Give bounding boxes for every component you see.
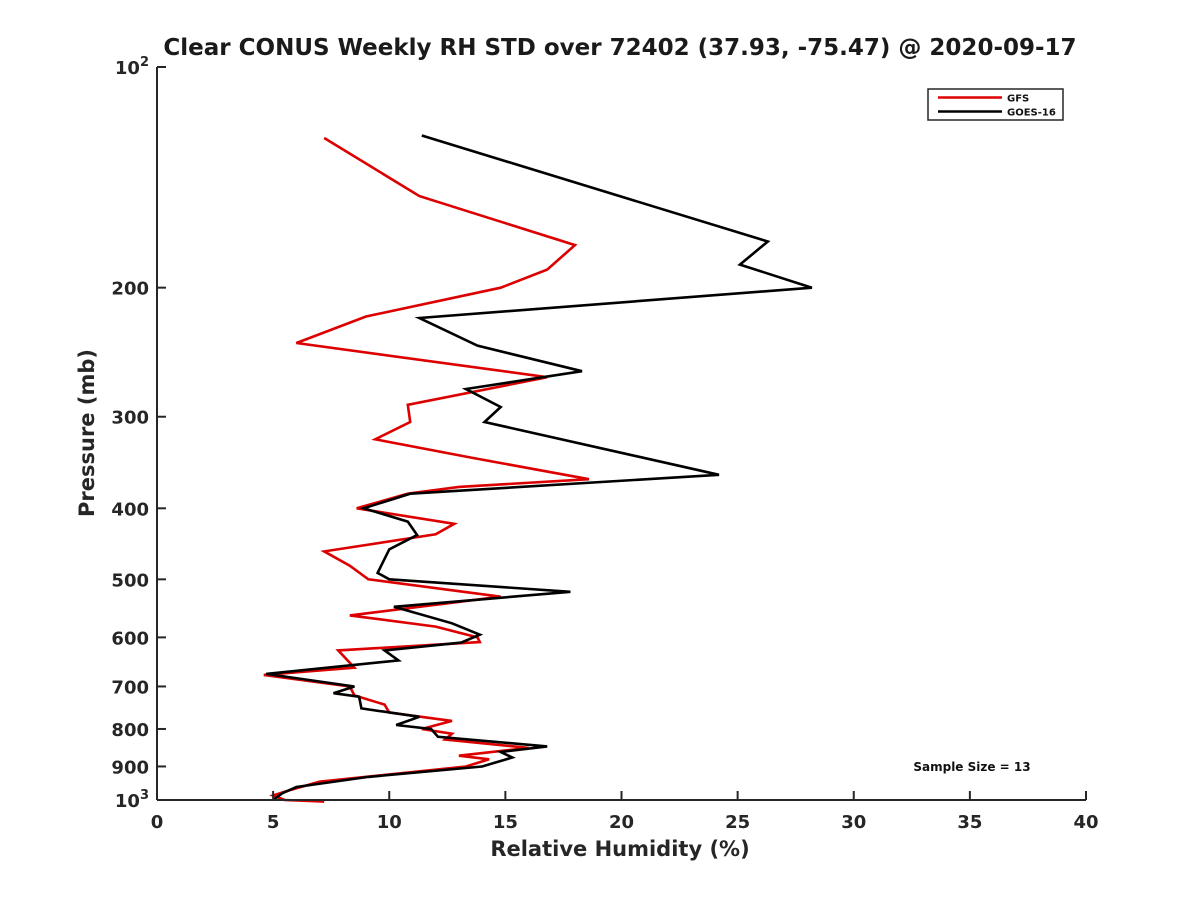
- series-line-goes-16: [266, 134, 813, 802]
- x-tick-label-30: 30: [841, 812, 866, 833]
- x-tick-label-20: 20: [609, 812, 634, 833]
- y-tick-label-800: 800: [111, 720, 149, 741]
- axes-layer: 0 5 10 15 20 25 30 35 40 102 200 300 400 500 600 700 800…: [111, 55, 1098, 833]
- x-tick-label-10: 10: [377, 812, 402, 833]
- y-tick-label-600: 600: [111, 628, 149, 649]
- y-tick-label-500: 500: [111, 570, 149, 591]
- y-tick-label-700: 700: [111, 677, 149, 698]
- y-tick-label-300: 300: [111, 408, 149, 429]
- y-tick-label-200: 200: [111, 279, 149, 300]
- y-axis-label: Pressure (mb): [75, 349, 99, 517]
- series-layer: [263, 134, 813, 803]
- x-tick-label-0: 0: [151, 812, 164, 833]
- y-tick-label-900: 900: [111, 757, 149, 778]
- legend-box: [927, 88, 1064, 121]
- legend-label-goes-16: GOES-16: [1007, 108, 1056, 119]
- x-tick-label-25: 25: [725, 812, 750, 833]
- sample-size-annotation: Sample Size = 13: [913, 760, 1030, 774]
- y-tick-label-10e3: 103: [115, 788, 149, 812]
- series-line-gfs: [263, 136, 590, 803]
- x-tick-label-15: 15: [493, 812, 518, 833]
- legend: GFS GOES-16: [927, 88, 1064, 121]
- x-axis-label: Relative Humidity (%): [490, 837, 749, 861]
- x-tick-label-35: 35: [957, 812, 982, 833]
- x-tick-label-5: 5: [267, 812, 280, 833]
- x-tick-label-40: 40: [1073, 812, 1098, 833]
- y-tick-label-10e2: 102: [115, 55, 149, 79]
- legend-label-gfs: GFS: [1007, 94, 1029, 105]
- chart-title: Clear CONUS Weekly RH STD over 72402 (37…: [163, 35, 1076, 61]
- y-tick-label-400: 400: [111, 499, 149, 520]
